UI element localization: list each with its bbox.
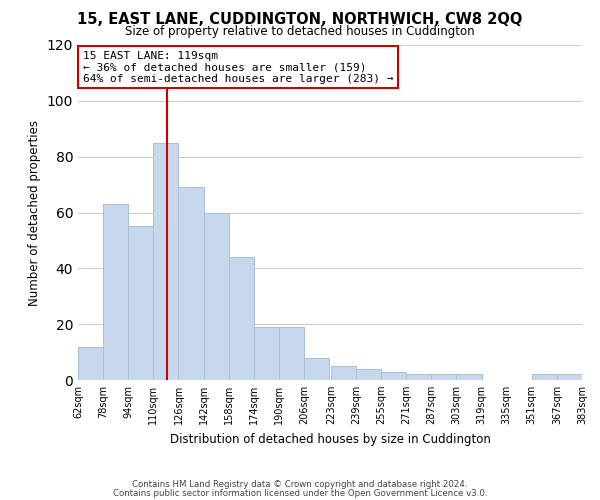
Text: 15, EAST LANE, CUDDINGTON, NORTHWICH, CW8 2QQ: 15, EAST LANE, CUDDINGTON, NORTHWICH, CW…	[77, 12, 523, 28]
Text: Contains HM Land Registry data © Crown copyright and database right 2024.: Contains HM Land Registry data © Crown c…	[132, 480, 468, 489]
Text: 15 EAST LANE: 119sqm
← 36% of detached houses are smaller (159)
64% of semi-deta: 15 EAST LANE: 119sqm ← 36% of detached h…	[83, 50, 393, 84]
Bar	[381, 372, 406, 380]
Y-axis label: Number of detached properties: Number of detached properties	[28, 120, 41, 306]
Bar	[103, 204, 128, 380]
Bar	[557, 374, 582, 380]
Bar	[431, 374, 457, 380]
Bar	[356, 369, 381, 380]
Bar	[178, 188, 203, 380]
Bar	[279, 327, 304, 380]
Bar	[203, 212, 229, 380]
Bar	[331, 366, 356, 380]
Bar	[154, 142, 178, 380]
Bar	[78, 346, 103, 380]
Bar	[532, 374, 557, 380]
X-axis label: Distribution of detached houses by size in Cuddington: Distribution of detached houses by size …	[170, 432, 490, 446]
Bar	[229, 257, 254, 380]
Text: Size of property relative to detached houses in Cuddington: Size of property relative to detached ho…	[125, 25, 475, 38]
Text: Contains public sector information licensed under the Open Government Licence v3: Contains public sector information licen…	[113, 488, 487, 498]
Bar	[128, 226, 154, 380]
Bar	[254, 327, 279, 380]
Bar	[304, 358, 329, 380]
Bar	[406, 374, 431, 380]
Bar	[457, 374, 482, 380]
